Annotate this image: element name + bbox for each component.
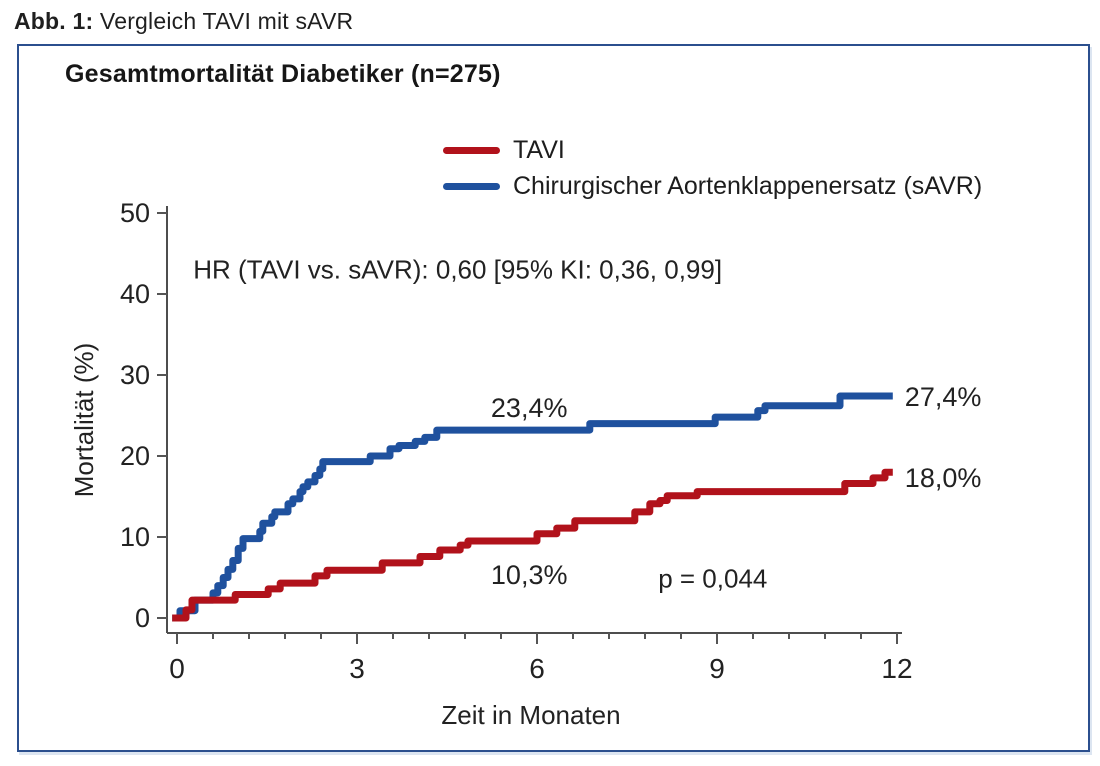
svg-text:10: 10 bbox=[120, 522, 150, 552]
curve-tavi bbox=[172, 468, 893, 622]
svg-text:20: 20 bbox=[120, 441, 150, 471]
annotation-pvalue: p = 0,044 bbox=[658, 563, 767, 593]
annotation-hr: HR (TAVI vs. sAVR): 0,60 [95% KI: 0,36, … bbox=[193, 255, 722, 285]
y-axis-title: Mortalität (%) bbox=[69, 343, 99, 498]
curve-savr bbox=[172, 392, 893, 622]
svg-text:3: 3 bbox=[349, 653, 365, 684]
svg-text:12: 12 bbox=[881, 653, 912, 684]
x-axis-minor-ticks bbox=[212, 633, 862, 639]
km-plot: 0 10 20 30 40 50 0 3 6 9 12 Mortalität (%) Zeit in M… bbox=[69, 198, 982, 730]
chart-title: Gesamtmortalität Diabetiker (n=275) bbox=[65, 60, 501, 88]
annotation-tavi-end: 18,0% bbox=[905, 463, 982, 493]
svg-text:50: 50 bbox=[120, 198, 150, 228]
svg-text:9: 9 bbox=[709, 653, 725, 684]
legend-item-savr: Chirurgischer Aortenklappenersatz (sAVR) bbox=[443, 168, 982, 204]
x-axis-title: Zeit in Monaten bbox=[441, 700, 620, 730]
svg-text:0: 0 bbox=[135, 603, 150, 633]
svg-text:0: 0 bbox=[169, 653, 185, 684]
annotation-tavi-mid: 10,3% bbox=[491, 560, 568, 590]
annotation-savr-mid: 23,4% bbox=[491, 393, 568, 423]
legend: TAVI Chirurgischer Aortenklappenersatz (… bbox=[443, 132, 982, 204]
figure-caption: Abb. 1: Vergleich TAVI mit sAVR bbox=[14, 7, 353, 35]
axes bbox=[166, 206, 902, 634]
legend-swatch-savr bbox=[443, 182, 500, 190]
chart-panel: Gesamtmortalität Diabetiker (n=275) TAVI… bbox=[17, 44, 1090, 752]
y-axis-ticks: 0 10 20 30 40 50 bbox=[120, 198, 167, 633]
svg-text:30: 30 bbox=[120, 360, 150, 390]
figure-caption-text: Vergleich TAVI mit sAVR bbox=[93, 8, 354, 34]
legend-swatch-tavi bbox=[443, 146, 500, 154]
legend-label-savr: Chirurgischer Aortenklappenersatz (sAVR) bbox=[513, 171, 983, 200]
legend-label-tavi: TAVI bbox=[513, 135, 565, 164]
annotation-savr-end: 27,4% bbox=[905, 382, 982, 412]
svg-text:40: 40 bbox=[120, 279, 150, 309]
svg-text:6: 6 bbox=[529, 653, 545, 684]
legend-item-tavi: TAVI bbox=[443, 132, 982, 168]
x-axis-ticks: 0 3 6 9 12 bbox=[169, 633, 913, 684]
figure-caption-prefix: Abb. 1: bbox=[14, 8, 94, 34]
